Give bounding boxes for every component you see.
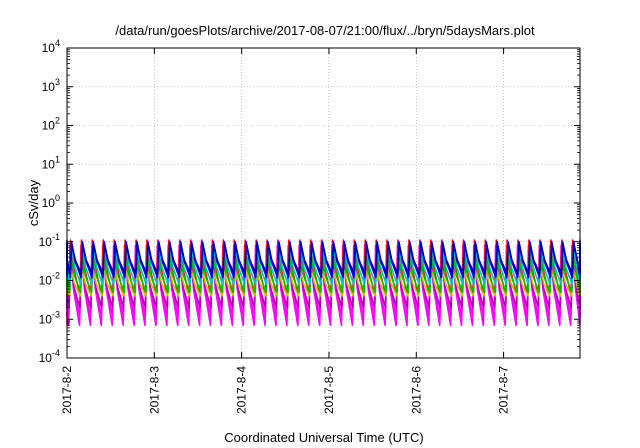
y-axis-label: cSv/day [26, 179, 41, 226]
x-axis: 2017-8-2 2017-8-3 2017-8-4 2017-8-5 2017-8-6… [60, 48, 511, 414]
x-tick-label: 2017-8-7 [497, 366, 511, 414]
y-tick-label: 10-1 [39, 232, 60, 249]
y-tick-label: 10-4 [39, 348, 60, 365]
y-tick-label: 10-3 [39, 309, 60, 326]
y-tick-label: 102 [42, 116, 60, 133]
x-axis-label: Coordinated Universal Time (UTC) [224, 430, 423, 445]
x-tick-label: 2017-8-4 [235, 366, 249, 414]
series-line [66, 242, 581, 275]
y-tick-label: 100 [42, 193, 60, 210]
x-tick-label: 2017-8-5 [322, 366, 336, 414]
chart-title: /data/run/goesPlots/archive/2017-08-07/2… [115, 23, 535, 38]
series-line [66, 268, 581, 297]
x-tick-label: 2017-8-6 [409, 366, 423, 414]
x-tick-label: 2017-8-3 [147, 366, 161, 414]
series-layer [66, 239, 581, 327]
y-tick-label: 101 [42, 154, 60, 171]
series-line [66, 256, 581, 293]
series-line [66, 247, 581, 286]
y-tick-label: 10-2 [39, 271, 60, 288]
y-tick-label: 104 [42, 38, 60, 55]
y-tick-label: 103 [42, 77, 60, 94]
x-tick-label: 2017-8-2 [60, 366, 74, 414]
y-axis: 10-4 10-3 10-2 10-1 100 101 102 103 104 [39, 38, 580, 365]
